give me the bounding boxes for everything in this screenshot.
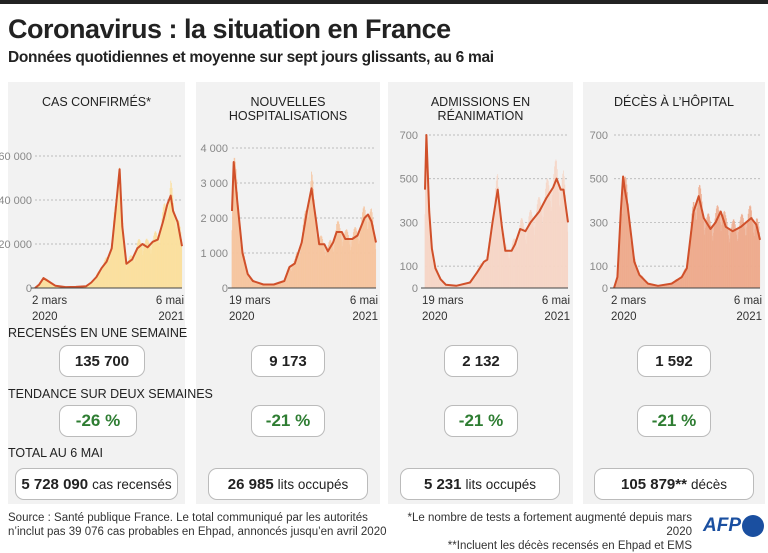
value: 5 231	[423, 475, 462, 493]
value: 135 700	[74, 352, 130, 370]
y-tick-label: 3 000	[200, 178, 228, 190]
trend-value-rea: -21 %	[444, 405, 518, 437]
y-tick-label: 500	[400, 174, 418, 186]
x-label-start: 2020	[32, 311, 58, 323]
x-label-end: 2021	[736, 311, 762, 323]
value: 5 728 090	[21, 475, 89, 493]
afp-logo-dot	[742, 515, 764, 537]
trend-value-cas: -26 %	[59, 405, 137, 437]
x-label-end: 2021	[352, 311, 378, 323]
afp-logo-text: AFP	[703, 515, 741, 536]
source-note: Source : Santé publique France. Le total…	[8, 511, 387, 539]
source-line-2: n’inclut pas 39 076 cas probables en Ehp…	[8, 526, 387, 538]
total-value-cas: 5 728 090 cas recensés	[15, 468, 178, 500]
x-label-end: 6 mai	[350, 295, 378, 307]
series-area	[425, 135, 568, 288]
series-line-7day-average	[34, 168, 183, 289]
y-tick-label: 0	[26, 283, 32, 295]
y-tick-label: 40 000	[0, 195, 32, 207]
x-label-start: 2 mars	[611, 295, 646, 307]
section-trend-label: TENDANCE SUR DEUX SEMAINES	[8, 387, 213, 401]
footnotes: *Le nombre de tests a fortement augmenté…	[386, 511, 692, 553]
value: -21 %	[265, 411, 311, 430]
chart-title-hosp: NOUVELLES HOSPITALISATIONS	[228, 95, 348, 123]
source-line-1: Source : Santé publique France. Le total…	[8, 512, 368, 524]
total-value-rea: 5 231 lits occupés	[400, 468, 560, 500]
series-area	[35, 169, 182, 288]
y-tick-label: 300	[590, 217, 608, 229]
x-label-start: 19 mars	[422, 295, 464, 307]
page-title: Coronavirus : la situation en France	[8, 14, 451, 44]
x-label-start: 19 mars	[229, 295, 271, 307]
afp-logo: AFP	[703, 515, 764, 537]
trend-value-hosp: -21 %	[251, 405, 325, 437]
y-tick-label: 2 000	[200, 213, 228, 225]
value: -21 %	[458, 411, 504, 430]
value: 26 985	[227, 475, 274, 493]
y-tick-label: 100	[590, 261, 608, 273]
value: 105 879**	[621, 475, 687, 493]
series-area	[614, 176, 760, 288]
series-line-7day-average	[424, 134, 569, 287]
series-area	[232, 162, 376, 288]
value: -26 %	[75, 411, 121, 430]
value: 1 592	[655, 352, 693, 370]
week-value-deces: 1 592	[637, 345, 711, 377]
value: -21 %	[651, 411, 697, 430]
y-tick-label: 0	[222, 283, 228, 295]
x-label-end: 6 mai	[734, 295, 762, 307]
x-label-end: 6 mai	[156, 295, 184, 307]
y-tick-label: 1 000	[200, 248, 228, 260]
unit: cas recensés	[92, 476, 172, 492]
unit: décès	[690, 476, 727, 492]
total-value-deces: 105 879** décès	[594, 468, 754, 500]
y-tick-label: 20 000	[0, 239, 32, 251]
x-label-start: 2020	[611, 311, 637, 323]
total-value-hosp: 26 985 lits occupés	[208, 468, 368, 500]
x-label-start: 2020	[422, 311, 448, 323]
y-tick-label: 500	[590, 174, 608, 186]
week-value-hosp: 9 173	[251, 345, 325, 377]
y-tick-label: 60 000	[0, 151, 32, 163]
x-label-end: 6 mai	[542, 295, 570, 307]
y-tick-label: 700	[590, 130, 608, 142]
series-line-7day-average	[231, 161, 377, 286]
y-tick-label: 0	[602, 283, 608, 295]
chart-title-deces: DÉCÈS À L’HÔPITAL	[614, 95, 734, 109]
trend-value-deces: -21 %	[637, 405, 711, 437]
y-tick-label: 0	[412, 283, 418, 295]
footnote-deces: **Incluent les décès recensés en Ehpad e…	[447, 540, 692, 552]
x-label-start: 2020	[229, 311, 255, 323]
y-tick-label: 700	[400, 130, 418, 142]
x-label-end: 2021	[544, 311, 570, 323]
section-total-label: TOTAL AU 6 MAI	[8, 446, 103, 460]
top-rule	[0, 0, 768, 4]
y-tick-label: 100	[400, 261, 418, 273]
series-line-7day-average	[613, 175, 761, 289]
y-tick-label: 300	[400, 217, 418, 229]
y-tick-label: 4 000	[200, 143, 228, 155]
value: 2 132	[462, 352, 500, 370]
x-label-end: 2021	[158, 311, 184, 323]
value: 9 173	[269, 352, 307, 370]
footnote-tests: *Le nombre de tests a fortement augmenté…	[407, 512, 692, 538]
page-subtitle: Données quotidiennes et moyenne sur sept…	[8, 49, 494, 66]
chart-title-rea: ADMISSIONS EN RÉANIMATION	[430, 95, 531, 123]
chart-title-cas: CAS CONFIRMÉS*	[41, 95, 152, 109]
week-value-rea: 2 132	[444, 345, 518, 377]
section-week-label: RECENSÉS EN UNE SEMAINE	[8, 326, 188, 340]
week-value-cas: 135 700	[59, 345, 145, 377]
unit: lits occupés	[465, 476, 537, 492]
x-label-start: 2 mars	[32, 295, 67, 307]
unit: lits occupés	[277, 476, 349, 492]
